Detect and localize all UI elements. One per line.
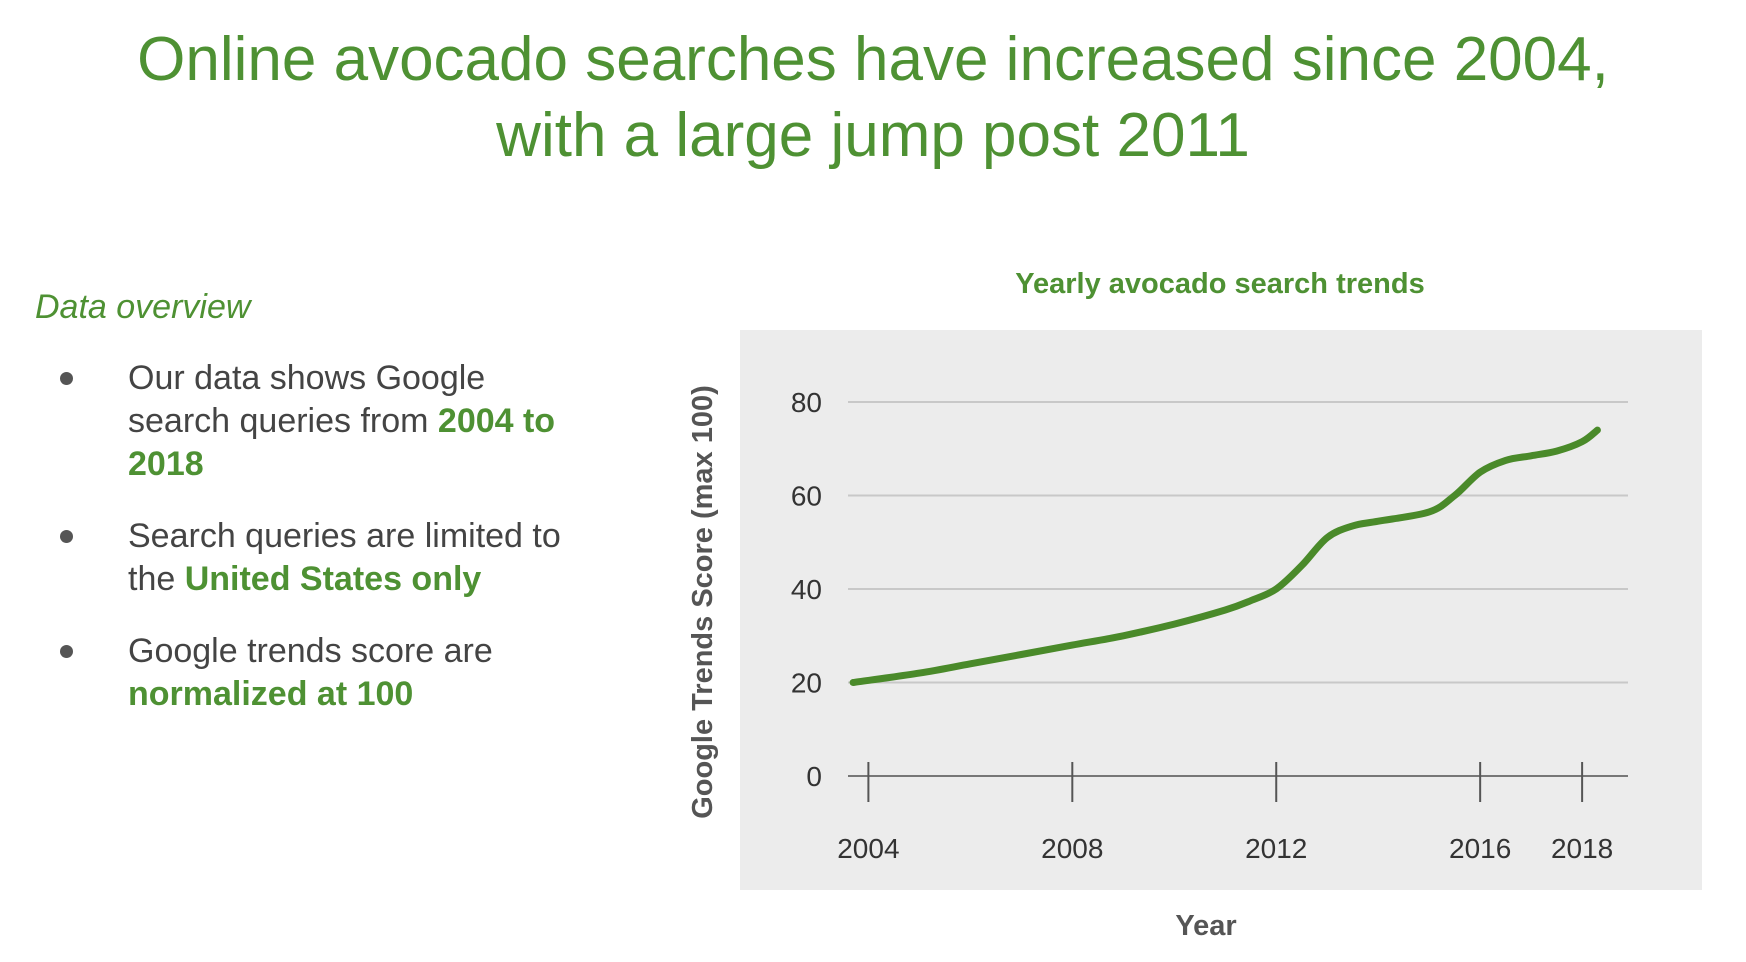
chart-title: Yearly avocado search trends: [1015, 268, 1425, 300]
slide-title: Online avocado searches have increased s…: [0, 22, 1746, 174]
bullet-text: Search queries are limited to the: [128, 517, 561, 598]
bullet-dot-icon: [60, 645, 73, 658]
series-line-0: [849, 426, 1601, 686]
y-tick-label-20: 20: [791, 668, 822, 699]
tick-labels: 0 20 40 60 80 2004 2008 2012 2016 2018: [791, 387, 1613, 864]
bullet-text: Google trends score are: [128, 632, 493, 670]
x-tick-label-2018: 2018: [1551, 833, 1613, 864]
x-axis: [848, 762, 1628, 802]
bullet-highlight: United States only: [184, 560, 482, 598]
overview-bullet-1: Our data shows Google search queries fro…: [60, 357, 580, 486]
x-tick-label-2004: 2004: [837, 833, 899, 864]
bullet-highlight: 2004 to 2018: [128, 402, 556, 483]
x-tick-label-2016: 2016: [1449, 833, 1511, 864]
bullet-dot-icon: [60, 372, 73, 385]
x-tick-label-2012: 2012: [1245, 833, 1307, 864]
y-tick-label-0: 0: [806, 761, 822, 792]
overview-bullet-3: Google trends score are normalized at 10…: [60, 630, 580, 716]
series-layer: [849, 426, 1601, 686]
slide-title-line-1: Online avocado searches have increased s…: [137, 25, 1609, 94]
y-axis-title: Google Trends Score (max 100): [687, 385, 719, 819]
bullet-dot-icon: [60, 530, 73, 543]
y-tick-label-40: 40: [791, 574, 822, 605]
x-tick-label-2008: 2008: [1041, 833, 1103, 864]
overview-bullet-2: Search queries are limited to the United…: [60, 515, 580, 601]
bullet-highlight: normalized at 100: [128, 675, 414, 713]
bullet-text: Our data shows Google search queries fro…: [128, 359, 486, 440]
data-overview-heading: Data overview: [35, 288, 251, 326]
grid-lines: [848, 401, 1628, 684]
y-tick-label-80: 80: [791, 387, 822, 418]
y-tick-label-60: 60: [791, 481, 822, 512]
overview-bullet-list: Our data shows Google search queries fro…: [60, 357, 580, 745]
x-axis-title: Year: [1175, 910, 1236, 942]
slide-title-line-2: with a large jump post 2011: [496, 101, 1250, 170]
